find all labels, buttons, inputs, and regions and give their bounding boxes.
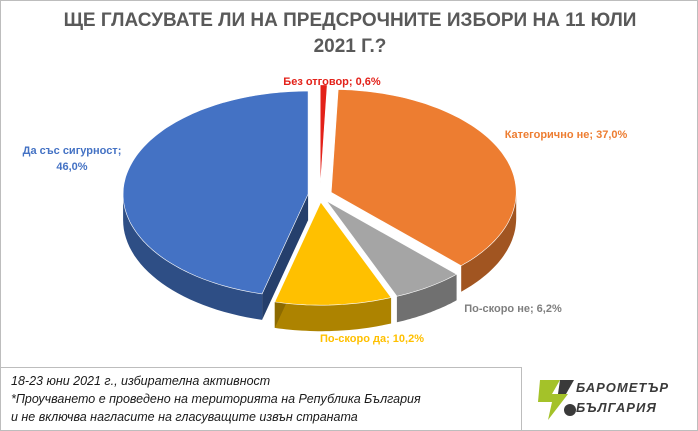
logo-text-line2: БЪЛГАРИЯ [576, 400, 657, 415]
slice-no-answer [319, 84, 328, 188]
label-definitely-yes-line2: 46,0% [56, 161, 87, 173]
pie-tops [122, 84, 517, 306]
label-rather-yes: По-скоро да; 10,2% [320, 333, 424, 345]
pie-chart: Без отговор; 0,6% Категорично не; 37,0% … [23, 76, 628, 345]
slice-side-definitely-no [461, 192, 517, 292]
slice-side-definitely-yes [123, 194, 263, 320]
barometer-logo: БАРОМЕТЪР БЪЛГАРИЯ [530, 372, 690, 426]
footnote-box: 18-23 юни 2021 г., избирателна активност… [1, 367, 522, 430]
footnote-line3: и не включва нагласите на гласуващите из… [11, 410, 358, 424]
slice-side-rather-yes [274, 297, 392, 332]
chart-title-line1: ЩЕ ГЛАСУВАТЕ ЛИ НА ПРЕДСРОЧНИТЕ ИЗБОРИ Н… [63, 10, 637, 31]
logo-icon [538, 380, 576, 420]
label-rather-no: По-скоро не; 6,2% [464, 303, 562, 315]
chart-title: ЩЕ ГЛАСУВАТЕ ЛИ НА ПРЕДСРОЧНИТЕ ИЗБОРИ Н… [40, 8, 660, 60]
footnote-line2: *Проучването е проведено на територията … [11, 392, 421, 406]
slice-definitely-no [330, 89, 517, 267]
slice-definitely-yes [122, 90, 309, 295]
logo-text-line1: БАРОМЕТЪР [576, 380, 670, 395]
label-no-answer: Без отговор; 0,6% [283, 76, 381, 88]
slice-rather-no [326, 200, 458, 297]
footnote-line1: 18-23 юни 2021 г., избирателна активност [11, 374, 271, 388]
slice-side-rather-no [396, 274, 457, 323]
label-definitely-no: Категорично не; 37,0% [505, 129, 628, 141]
slice-rather-yes [274, 201, 392, 306]
label-definitely-yes-line1: Да със сигурност; [23, 145, 122, 157]
slice-wall-definitely-yes-0 [262, 194, 309, 320]
chart-title-line2: 2021 Г.? [313, 36, 387, 57]
